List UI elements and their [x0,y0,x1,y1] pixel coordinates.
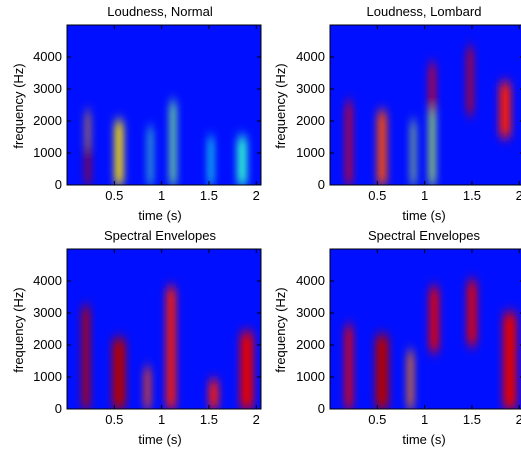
heatmap-background [330,249,521,409]
heatmap-cells [82,287,254,409]
x-axis-label: time (s) [138,432,181,447]
heatmap-cell [411,121,416,185]
y-tick-label: 2000 [296,113,325,128]
y-tick-label: 3000 [33,81,62,96]
x-tick-label: 2 [516,412,521,427]
heatmap-cell [208,380,219,409]
x-tick-label: 1 [158,412,165,427]
heatmap-cell [237,137,247,185]
y-axis-label: frequency (Hz) [273,63,288,148]
panel-spectral-envelopes-left: Spectral Envelopes 0.5 1 1.5 2 0 1000 2000 3000… [11,228,262,447]
y-axis-label: frequency (Hz) [11,63,26,148]
x-tick-label: 2 [253,412,260,427]
heatmap-cell [503,313,517,409]
x-tick-label: 0.5 [105,412,123,427]
chart-title: Spectral Envelopes [368,228,481,243]
heatmap-cell [499,82,511,137]
panel-loudness-normal: Loudness, Normal 0.5 1 1.5 2 0 1000 2000 3000 40… [11,4,262,223]
x-axis-label: time (s) [138,208,181,223]
heatmap-cells [85,101,247,185]
y-tick-label: 1000 [33,369,62,384]
heatmap-cell [170,101,176,185]
y-axis-label: frequency (Hz) [11,287,26,372]
y-tick-label: 1000 [296,369,325,384]
heatmap-background [67,25,261,185]
y-tick-label: 2000 [33,337,62,352]
heatmap-cell [345,325,353,409]
x-tick-label: 1.5 [463,412,481,427]
heatmap-cell [467,281,477,345]
x-tick-label: 0.5 [105,188,123,203]
y-tick-label: 4000 [33,49,62,64]
x-tick-label: 1.5 [200,188,218,203]
heatmap-cell [208,137,214,185]
y-tick-label: 4000 [33,273,62,288]
axes-frame [66,24,262,186]
y-tick-label: 1000 [33,145,62,160]
heatmap-cell [377,111,387,185]
heatmap-cell [346,101,352,185]
x-tick-label: 2 [516,188,521,203]
heatmap-cell [407,351,414,409]
axes-frame [329,248,521,410]
heatmap-cell [85,111,90,147]
heatmap-cell [429,287,439,352]
x-tick-label: 1.5 [200,412,218,427]
x-axis-label: time (s) [402,432,445,447]
heatmap-cell [166,287,176,409]
x-tick-label: 0.5 [368,188,386,203]
heatmap-cell [467,47,473,115]
x-tick-label: 1 [158,188,165,203]
y-tick-label: 4000 [296,49,325,64]
heatmap-cell [240,332,254,409]
y-tick-label: 4000 [296,273,325,288]
heatmap-cell [148,127,153,185]
heatmap-background [67,249,261,409]
x-tick-label: 1.5 [463,188,481,203]
panel-spectral-envelopes-right: Spectral Envelopes 0.5 1 1.5 2 0 1000 2000 3000… [273,228,521,447]
heatmap-cell [114,121,124,185]
y-tick-label: 2000 [296,337,325,352]
x-tick-label: 1 [421,412,428,427]
heatmap-cell [429,63,436,112]
y-tick-label: 0 [55,401,62,416]
heatmap-cell [144,367,151,409]
y-tick-label: 1000 [296,145,325,160]
heatmap-cells [346,47,511,185]
y-axis-label: frequency (Hz) [273,287,288,372]
y-tick-label: 0 [55,177,62,192]
heatmap-cell [112,338,126,409]
axes-frame [66,248,262,410]
heatmap-background [330,25,521,185]
x-tick-label: 0.5 [368,412,386,427]
heatmap-cells [345,281,517,409]
heatmap-cell [82,306,90,409]
y-tick-label: 2000 [33,113,62,128]
x-tick-label: 2 [253,188,260,203]
chart-title: Spectral Envelopes [104,228,217,243]
x-tick-label: 1 [421,188,428,203]
y-tick-label: 0 [318,401,325,416]
heatmap-cell [85,146,91,185]
y-tick-label: 3000 [296,305,325,320]
y-tick-label: 0 [318,177,325,192]
heatmap-cell [429,111,436,185]
y-tick-label: 3000 [296,81,325,96]
chart-title: Loudness, Normal [107,4,213,19]
heatmap-cell [375,335,389,409]
axes-frame [329,24,521,186]
y-tick-label: 3000 [33,305,62,320]
chart-title: Loudness, Lombard [367,4,482,19]
panel-loudness-lombard: Loudness, Lombard 0.5 1 1.5 2 0 1000 2000 3000 4… [273,4,521,223]
x-axis-label: time (s) [402,208,445,223]
